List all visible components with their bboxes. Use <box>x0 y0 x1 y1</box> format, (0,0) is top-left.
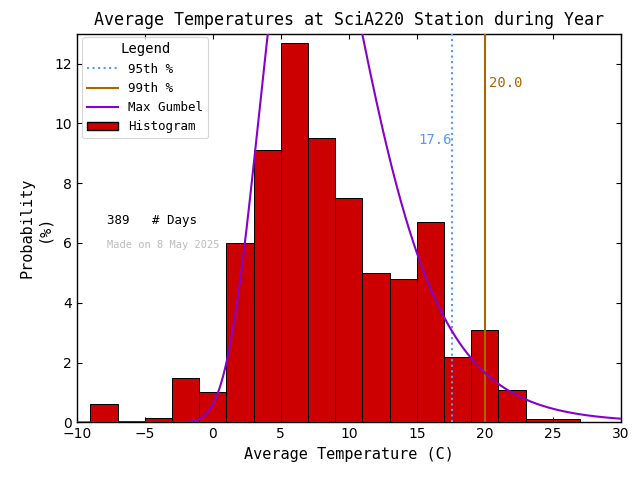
Bar <box>390 279 417 422</box>
Bar <box>525 420 553 422</box>
Bar <box>281 43 308 422</box>
Title: Average Temperatures at SciA220 Station during Year: Average Temperatures at SciA220 Station … <box>94 11 604 29</box>
Bar <box>308 138 335 422</box>
Bar <box>444 357 471 422</box>
Bar <box>335 198 362 422</box>
Bar <box>417 222 444 422</box>
Text: 389   # Days: 389 # Days <box>107 215 196 228</box>
Bar <box>471 330 499 422</box>
Legend: 95th %, 99th %, Max Gumbel, Histogram: 95th %, 99th %, Max Gumbel, Histogram <box>82 37 209 139</box>
Bar <box>118 421 145 422</box>
X-axis label: Average Temperature (C): Average Temperature (C) <box>244 447 454 462</box>
Bar <box>253 150 281 422</box>
Text: 17.6: 17.6 <box>418 133 452 147</box>
Bar <box>499 389 525 422</box>
Bar <box>199 393 227 422</box>
Bar <box>172 378 199 422</box>
Y-axis label: Probability
(%): Probability (%) <box>19 178 52 278</box>
Text: 20.0: 20.0 <box>489 76 522 90</box>
Bar <box>553 420 580 422</box>
Text: Made on 8 May 2025: Made on 8 May 2025 <box>107 240 220 250</box>
Bar <box>362 273 390 422</box>
Bar <box>227 243 253 422</box>
Bar <box>145 418 172 422</box>
Bar <box>90 405 118 422</box>
